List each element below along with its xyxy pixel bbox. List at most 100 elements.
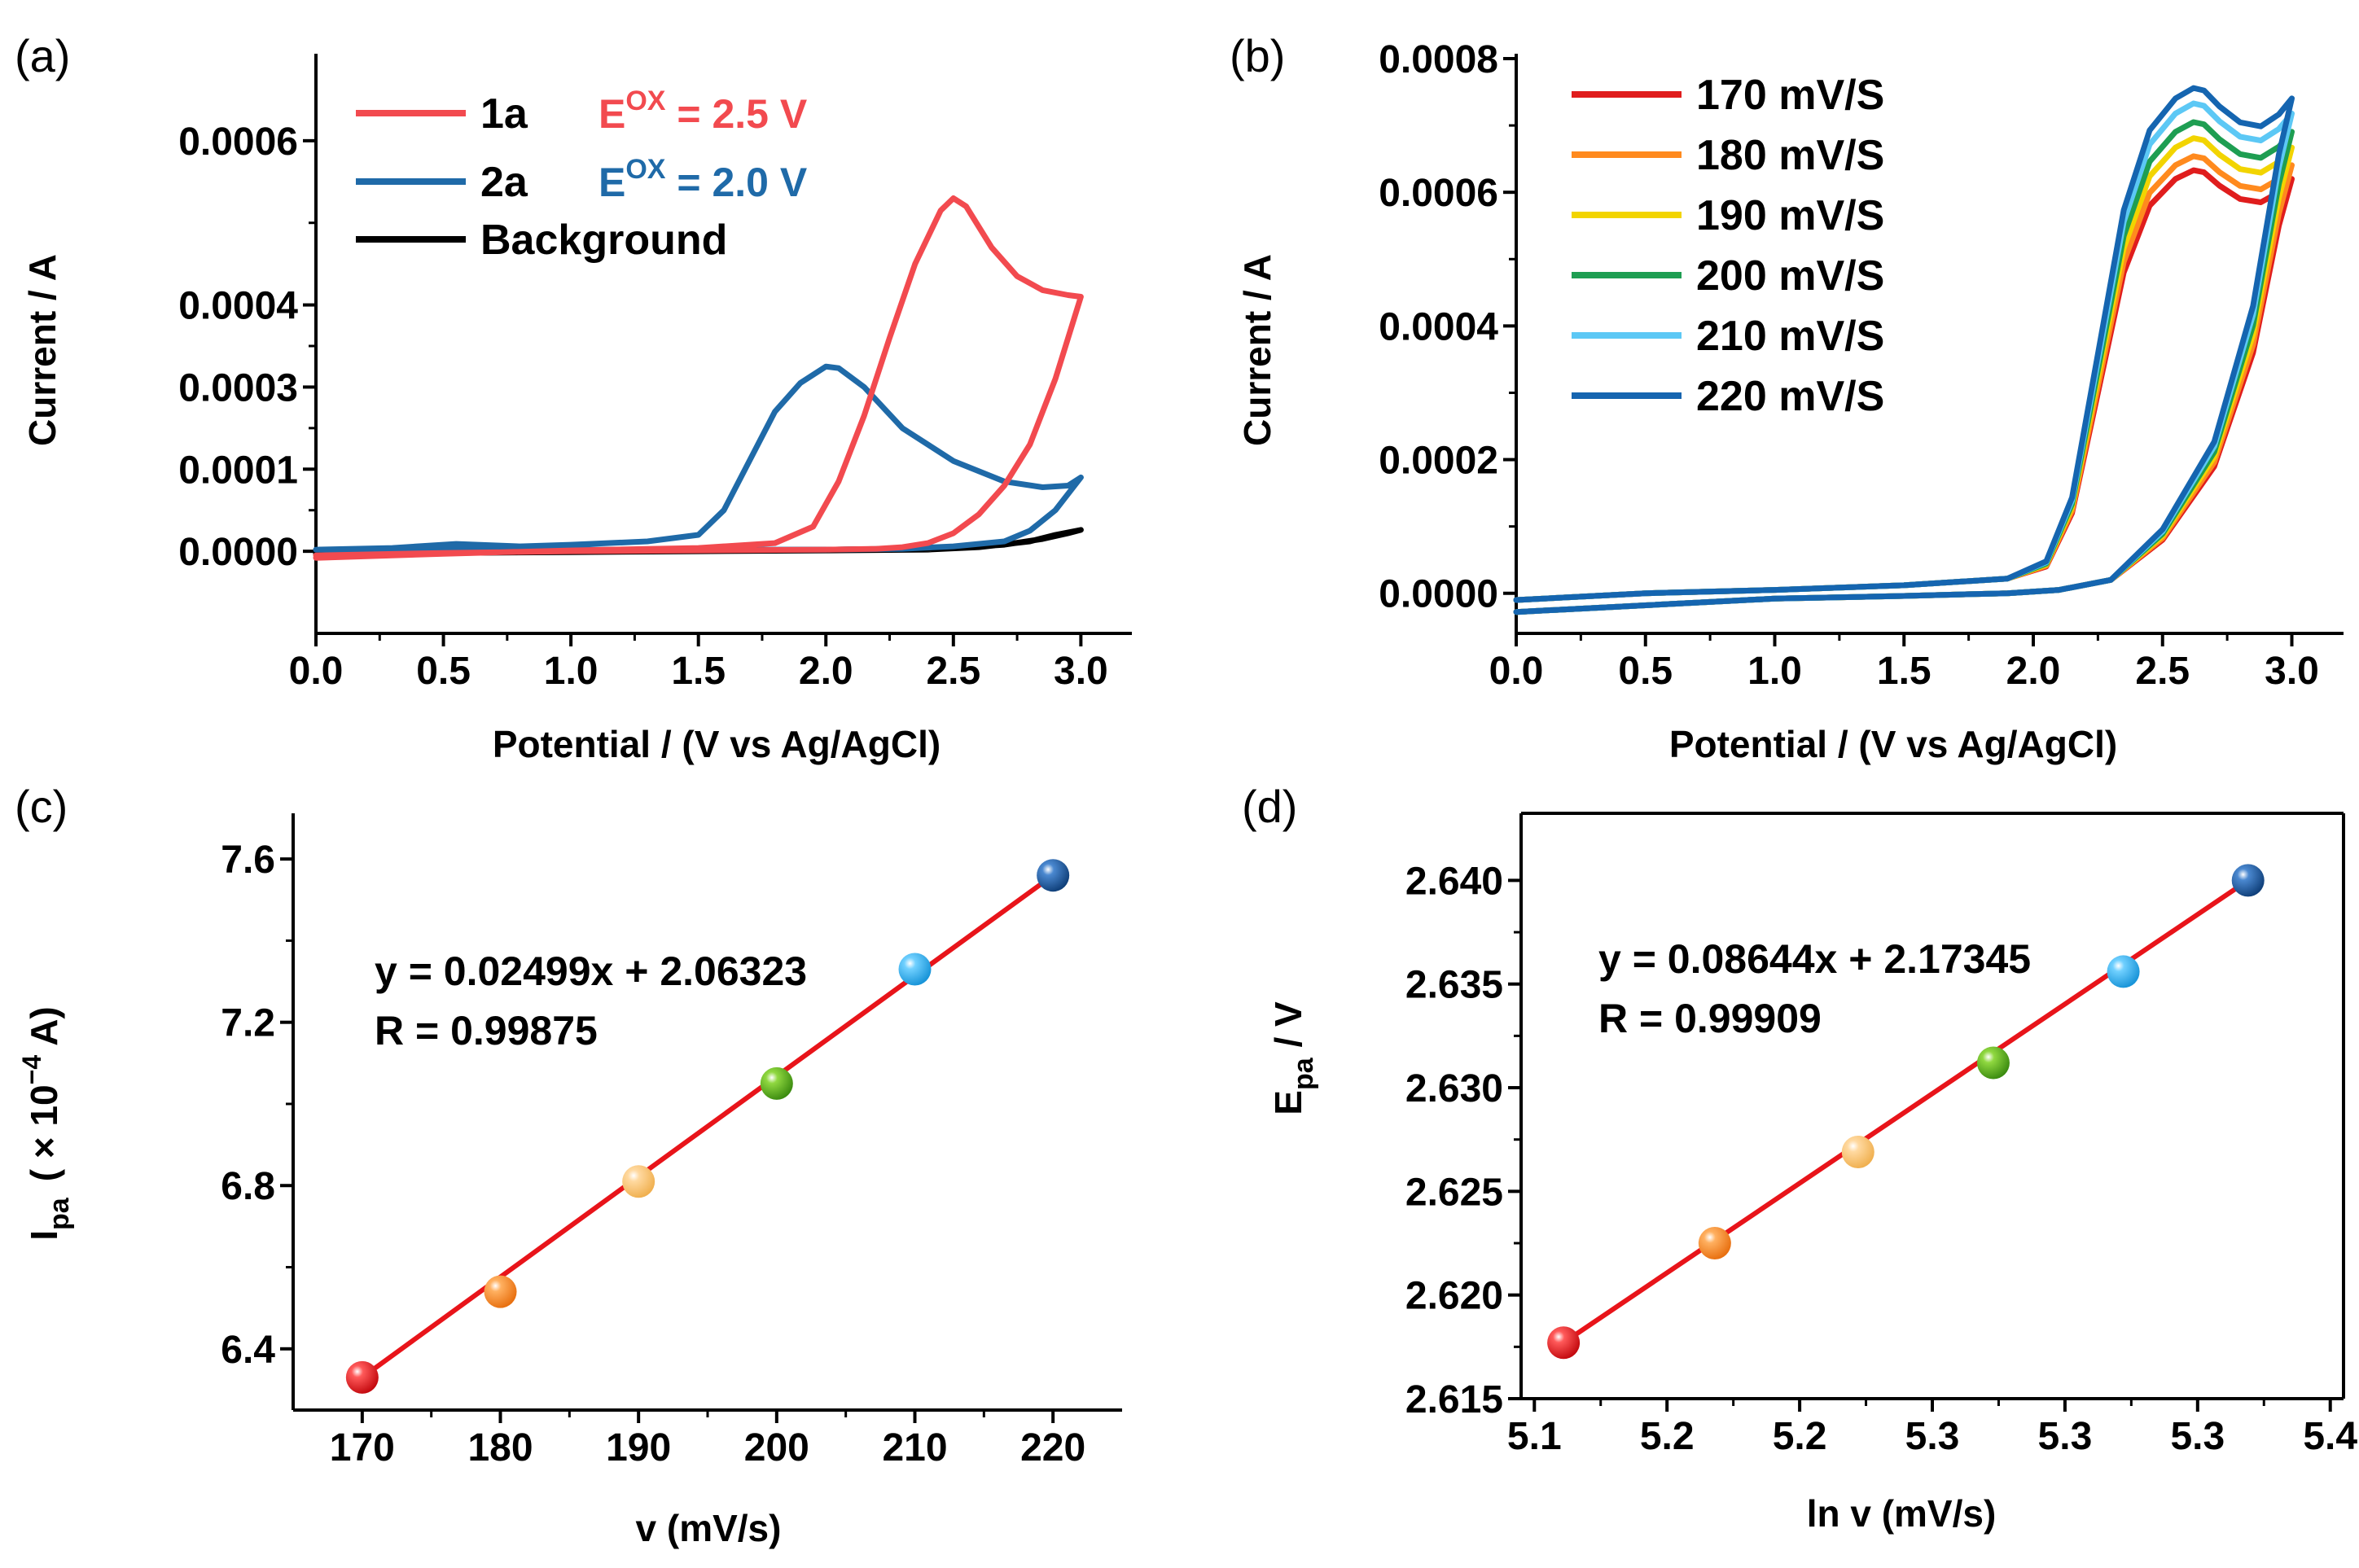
- panel-d-y-axis-label: Epa / V: [1267, 1001, 1319, 1115]
- panel-d-y-tick-label: 2.625: [1405, 1171, 1503, 1214]
- panel-d-y-tick-label: 2.630: [1405, 1067, 1503, 1110]
- panel-c-fit-r: R = 0.99875: [375, 1008, 598, 1053]
- panel-d-x-axis-label: ln v (mV/s): [1807, 1492, 1997, 1535]
- panel-d-data-point: [2107, 955, 2140, 988]
- panel-c-y-tick-label: 7.6: [221, 839, 275, 882]
- panel-b-y-tick-label: 0.0008: [1379, 38, 1498, 81]
- panel-c-label: (c): [15, 781, 68, 832]
- panel-d-data-point: [1547, 1326, 1581, 1360]
- panel-a-y-tick-label: 0.0001: [178, 449, 298, 492]
- panel-b-label: (b): [1230, 30, 1285, 81]
- panel-b-curve-170: [1513, 167, 2295, 615]
- panel-c-x-axis-label: v (mV/s): [636, 1507, 782, 1549]
- panel-b-x-tick-label: 2.0: [2006, 650, 2061, 693]
- panel-c-y-axis-label: Ipa( × 10−4 A): [17, 1006, 75, 1241]
- panel-c-data-point: [898, 953, 932, 986]
- legend-label-210: 210 mV/S: [1696, 313, 1884, 360]
- legend-label-2a: 2a: [480, 159, 528, 206]
- legend-label-1a: 1a: [480, 90, 528, 138]
- panel-c-axes: 170 180 190 200 210 220 6.4 6.8 7.2 7.6: [221, 813, 1122, 1469]
- panel-b-x-tick-label: 0.5: [1618, 650, 1673, 693]
- panel-b-x-tick-label: 0.0: [1489, 650, 1544, 693]
- oxidation-potential-1a: EOX = 2.5 V: [599, 85, 808, 137]
- panel-c-y-tick-label: 6.8: [221, 1165, 275, 1208]
- legend-label-190: 190 mV/S: [1696, 192, 1884, 239]
- panel-a-x-tick-label: 1.0: [544, 650, 599, 693]
- panel-b: (b) 0.0 0.5 1.0 1.5 2.0 2.5 3.0 0.0000 0.0002 0.0…: [1230, 30, 2344, 765]
- panel-d-x-tick-label: 5.4: [2303, 1415, 2357, 1458]
- panel-d-y-tick-label: 2.635: [1405, 964, 1503, 1007]
- panel-d: (d) 5.1 5.2 5.2 5.3 5.3 5.3 5.4 2.615 2.620 2.625…: [1242, 781, 2357, 1535]
- panel-c-data-point: [345, 1360, 379, 1394]
- panel-b-x-tick-label: 1.5: [1877, 650, 1931, 693]
- panel-a-y-tick-label: 0.0003: [178, 366, 298, 410]
- legend-label-200: 200 mV/S: [1696, 252, 1884, 300]
- panel-d-x-tick-label: 5.1: [1507, 1415, 1562, 1458]
- panel-a-y-axis-label: Current / A: [21, 254, 64, 446]
- panel-b-legend: 170 mV/S 180 mV/S 190 mV/S 200 mV/S 210 …: [1572, 72, 1884, 420]
- panel-c: (c) 170 180 190 200 210 220 6.4 6.8 7.2 7.6 v (mV…: [15, 781, 1122, 1549]
- panel-b-y-axis-label: Current / A: [1236, 254, 1278, 446]
- panel-c-x-tick-label: 220: [1020, 1426, 1085, 1469]
- panel-b-y-tick-label: 0.0006: [1379, 172, 1498, 215]
- panel-c-data-point: [484, 1275, 517, 1308]
- panel-b-x-axis-label: Potential / (V vs Ag/AgCl): [1669, 723, 2117, 765]
- panel-c-x-tick-label: 190: [606, 1426, 671, 1469]
- panel-b-axes: 0.0 0.5 1.0 1.5 2.0 2.5 3.0 0.0000 0.0002 0.0004 0…: [1379, 38, 2344, 693]
- panel-d-label: (d): [1242, 781, 1297, 832]
- panel-a-y-tick-label: 0.0006: [178, 120, 298, 164]
- panel-d-x-tick-label: 5.3: [2038, 1415, 2093, 1458]
- panel-b-curve-180: [1513, 153, 2295, 615]
- panel-d-x-tick-label: 5.2: [1773, 1415, 1827, 1458]
- panel-a-x-tick-label: 2.5: [926, 650, 980, 693]
- panel-d-fit-r: R = 0.99909: [1598, 996, 1822, 1041]
- panel-d-x-tick-label: 5.2: [1640, 1415, 1695, 1458]
- panel-a-x-axis-label: Potential / (V vs Ag/AgCl): [493, 723, 941, 765]
- panel-d-y-tick-label: 2.615: [1405, 1378, 1503, 1421]
- panel-a-annotations: EOX = 2.5 V EOX = 2.0 V: [599, 85, 808, 205]
- panel-b-y-tick-label: 0.0002: [1379, 440, 1498, 483]
- panel-c-data-point: [760, 1067, 793, 1100]
- panel-a-x-tick-label: 0.0: [289, 650, 344, 693]
- panel-c-x-tick-label: 210: [882, 1426, 947, 1469]
- panel-a-legend: 1a 2a Background: [356, 90, 727, 264]
- panel-a-curves: [313, 195, 1084, 561]
- panel-a-x-tick-label: 1.5: [671, 650, 726, 693]
- panel-d-x-tick-label: 5.3: [2170, 1415, 2225, 1458]
- panel-b-curves: [1513, 85, 2295, 615]
- panel-d-plot: [1547, 864, 2265, 1360]
- panel-b-y-tick-label: 0.0000: [1379, 573, 1498, 616]
- panel-d-x-tick-label: 5.3: [1905, 1415, 1960, 1458]
- panel-c-data-point: [622, 1165, 656, 1198]
- panel-a-x-tick-label: 2.0: [799, 650, 853, 693]
- panel-c-fit-equation: y = 0.02499x + 2.06323: [375, 948, 807, 994]
- panel-a-y-tick-label: 0.0004: [178, 285, 298, 328]
- panel-a: (a) 0.0 0.5 1.0 1.5 2.0 2.5 3.00.00000.00010.0…: [15, 30, 1132, 765]
- panel-a-x-tick-label: 0.5: [416, 650, 471, 693]
- panel-a-label: (a): [15, 30, 70, 81]
- legend-label-170: 170 mV/S: [1696, 72, 1884, 119]
- panel-b-curve-220: [1513, 85, 2295, 615]
- panel-c-y-tick-label: 7.2: [221, 1002, 275, 1045]
- panel-d-data-point: [2231, 864, 2265, 897]
- panel-a-curve-1a: [313, 195, 1084, 561]
- panel-c-fit-line: [359, 873, 1056, 1380]
- legend-label-background: Background: [480, 217, 727, 264]
- panel-d-y-tick-label: 2.640: [1405, 860, 1503, 903]
- legend-label-220: 220 mV/S: [1696, 373, 1884, 420]
- panel-a-y-tick-label: 0.0000: [178, 531, 298, 574]
- panel-b-x-tick-label: 1.0: [1747, 650, 1802, 693]
- panel-b-x-tick-label: 3.0: [2265, 650, 2319, 693]
- panel-a-x-tick-label: 3.0: [1054, 650, 1108, 693]
- panel-c-plot: [345, 859, 1070, 1394]
- panel-d-fit-equation: y = 0.08644x + 2.17345: [1598, 936, 2031, 982]
- legend-label-180: 180 mV/S: [1696, 132, 1884, 179]
- panel-c-y-tick-label: 6.4: [221, 1329, 275, 1372]
- panel-a-axes: 0.0 0.5 1.0 1.5 2.0 2.5 3.0 0.0000 0.0001 0.0003 0…: [178, 54, 1132, 693]
- panel-b-curve-190: [1513, 135, 2295, 615]
- panel-d-fit-line: [1561, 878, 2251, 1346]
- panel-d-data-point: [1976, 1046, 2010, 1080]
- panel-d-y-tick-label: 2.620: [1405, 1275, 1503, 1318]
- panel-b-x-tick-label: 2.5: [2135, 650, 2190, 693]
